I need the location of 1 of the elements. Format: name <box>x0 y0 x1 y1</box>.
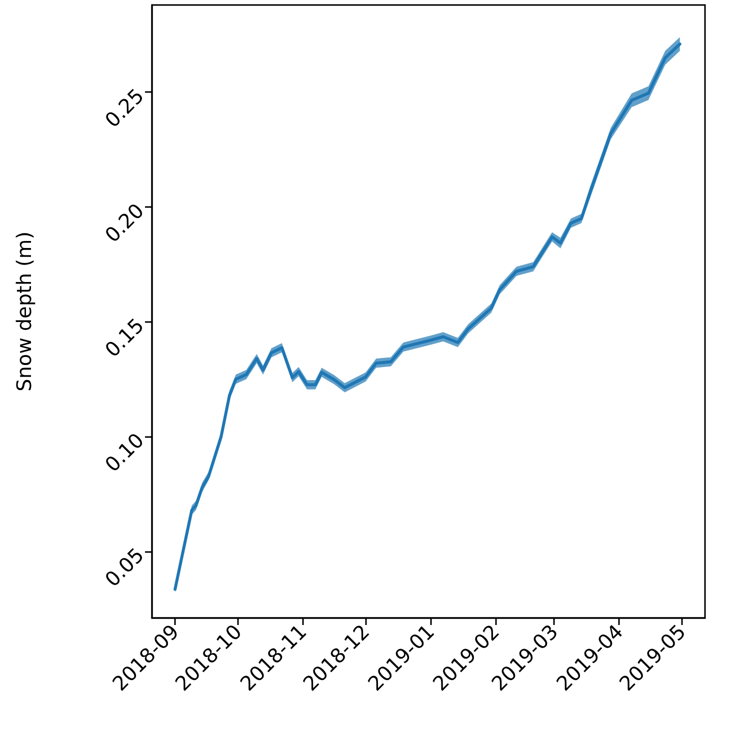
y-axis-title: Snow depth (m) <box>12 232 36 392</box>
